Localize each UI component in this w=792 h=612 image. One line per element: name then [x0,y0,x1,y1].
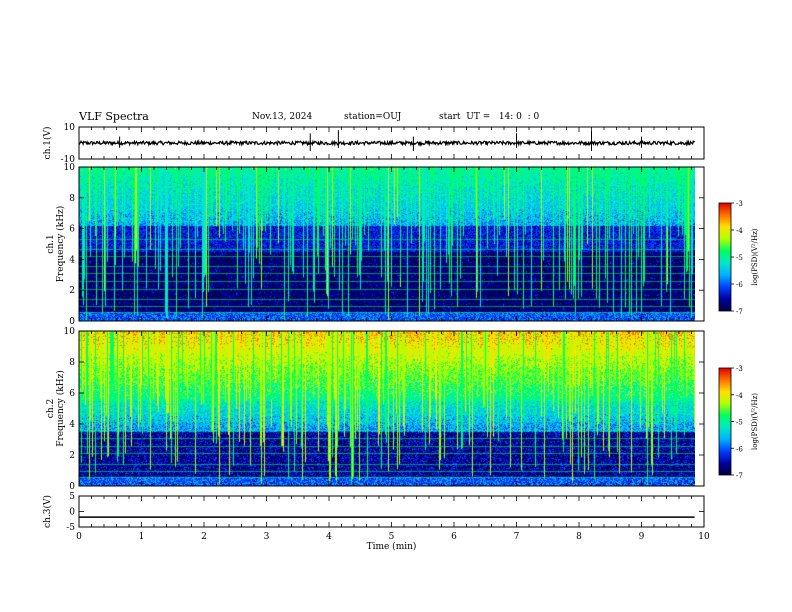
ch1-spectrogram-colorbar-tick: -3 [736,200,743,208]
ch2-spectrogram-colorbar-tick: -3 [736,365,743,373]
xtick-label: 5 [389,532,395,542]
ch2-spectrogram-empty-region [695,331,704,486]
ch2-spectrogram-colorbar-tick: -4 [736,392,743,400]
ch2-spectrogram-ytick-label: 8 [69,358,75,368]
ch1-spectrogram-empty-region [695,167,704,321]
xtick-label: 10 [698,532,710,542]
ch1-spectrogram-ytick-label: 4 [69,255,75,265]
ch3-waveform-ytick-label: 0 [69,508,75,518]
ch3-waveform-ylabel: ch.3(V) [42,495,53,528]
ch1-spectrogram-colorbar-tick: -7 [736,308,743,316]
ch1-waveform-ytick-label: 10 [64,123,76,133]
ch1-spectrogram-ylabel: ch.1Frequency (kHz) [46,206,66,283]
ch2-spectrogram-colorbar-tick: -6 [736,445,743,453]
ch2-spectrogram-ytick-label: 2 [69,451,75,461]
chart-title: VLF Spectra [79,110,149,123]
ch2-spectrogram-ytick-label: 6 [69,389,75,399]
ch2-spectrogram-colorbar-tick: -5 [736,419,743,427]
xtick-label: 9 [639,532,645,542]
ch2-spectrogram-colorbar [718,367,732,476]
ch1-waveform-ytick-label: -10 [61,155,76,165]
ch1-waveform-line [78,139,696,147]
ch1-spectrogram-colorbar [718,202,732,312]
xtick-label: 1 [139,532,145,542]
ch1-spectrogram-ytick-label: 10 [64,163,76,173]
ch1-spectrogram-colorbar-tick: -6 [736,281,743,289]
ch2-spectrogram-ylabel: ch.2Frequency (kHz) [46,370,66,447]
ch1-spectrogram-ytick-label: 8 [69,194,75,204]
station-label: station=OUJ [344,112,402,122]
ch3-waveform-ytick-label: 5 [69,492,75,502]
ch3-waveform-ytick-label: -5 [66,523,75,533]
date-label: Nov.13, 2024 [252,112,313,122]
xtick-label: 4 [326,532,332,542]
x-axis-label: Time (min) [367,541,417,552]
ch2-spectrogram-image [79,331,695,486]
ch2-spectrogram-ytick-label: 0 [69,482,75,492]
ch1-spectrogram-image [79,167,695,321]
ch1-spectrogram-ytick-label: 2 [69,286,75,296]
xtick-label: 2 [201,532,207,542]
ch1-spectrogram-ytick-label: 0 [69,317,75,327]
xtick-label: 7 [514,532,520,542]
xtick-label: 3 [264,532,270,542]
ch2-spectrogram-ytick-label: 4 [69,420,75,430]
ch2-spectrogram-colorbar-tick: -7 [736,472,743,480]
xtick-label: 6 [451,532,457,542]
xtick-label: 0 [76,532,82,542]
ch2-spectrogram-colorbar-label: log(PSD)(V²/Hz) [751,393,759,450]
xtick-label: 8 [576,532,582,542]
ch1-spectrogram-ytick-label: 6 [69,225,75,235]
ch1-spectrogram-colorbar-tick: -5 [736,254,743,262]
start-time-label: start UT = 14: 0 : 0 [439,112,540,122]
ch1-waveform-ylabel: ch.1(V) [42,127,53,160]
ch1-spectrogram-colorbar-tick: -4 [736,227,743,235]
ch1-spectrogram-colorbar-label: log(PSD)(V²/Hz) [751,228,759,285]
ch2-spectrogram-ytick-label: 10 [64,327,76,337]
